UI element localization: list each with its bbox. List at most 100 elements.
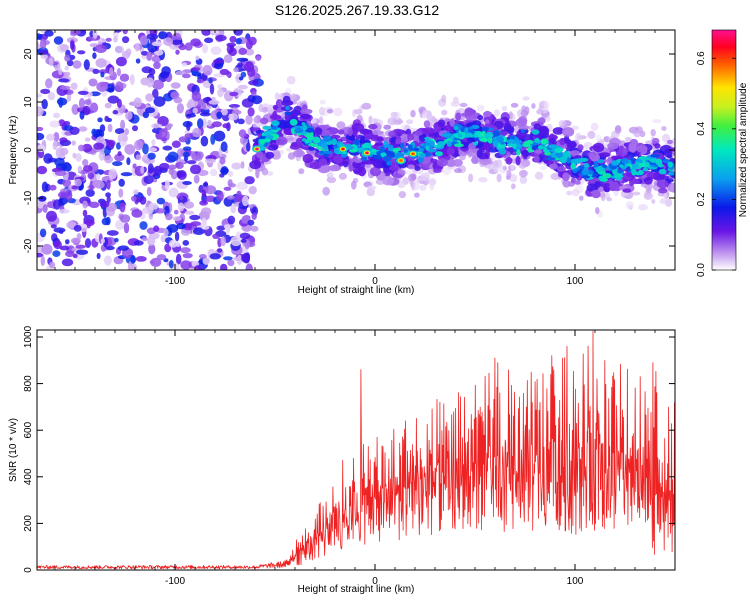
spectrogram-noise-cell [148, 243, 156, 255]
spectrogram-band-cell [534, 149, 543, 154]
spectrogram-band-cell [371, 130, 384, 135]
spectrogram-noise-cell [84, 238, 92, 249]
spectrogram-noise-cell [129, 74, 135, 86]
spectrogram-halo-cell [493, 109, 500, 117]
spectrogram-band-cell [269, 114, 282, 120]
snr-xtick-label: 100 [567, 576, 584, 587]
spectrogram-noise-cell [245, 114, 253, 125]
spectrogram-band-cell [534, 155, 540, 163]
spectrogram-noise-cell [104, 115, 109, 122]
spectrogram-band-cell [309, 162, 322, 170]
spectrogram-halo-cell [625, 201, 634, 210]
spectrogram-noise-cell [211, 121, 222, 128]
spectrogram-core-cell [417, 156, 424, 163]
spectrogram-noise-cell [112, 161, 123, 167]
spectrogram-noise-cell [41, 181, 49, 193]
spectrogram-noise-cell [198, 254, 207, 259]
spectrogram-core-cell [520, 129, 526, 134]
spectrogram-noise-cell [84, 137, 91, 142]
spectrogram-noise-cell [85, 189, 95, 197]
spectrogram-noise-cell [39, 49, 49, 55]
spectrogram-noise-cell [89, 102, 99, 113]
spectrogram-noise-cell [226, 42, 237, 47]
spectrogram-halo-cell [496, 173, 502, 183]
spectrogram-xtick-label: -100 [165, 276, 185, 287]
spectrogram-core-cell [509, 135, 516, 140]
spectrogram-noise-cell [175, 253, 182, 265]
spectrogram-halo-cell [606, 197, 613, 202]
spectrogram-noise-cell [39, 228, 47, 238]
spectrogram-noise-cell [233, 30, 243, 36]
spectrogram-band-cell [407, 164, 415, 170]
spectrogram-noise-cell [152, 79, 164, 90]
spectrogram-core-cell [453, 143, 464, 148]
spectrogram-halo-cell [298, 168, 305, 175]
spectrogram-noise-cell [162, 145, 173, 151]
spectrogram-band-cell [332, 154, 343, 164]
spectrogram-noise-cell [37, 144, 46, 153]
spectrogram-noise-cell [107, 95, 120, 104]
spectrogram-core-cell [546, 157, 556, 161]
spectrogram-noise-cell [248, 186, 257, 195]
spectrogram-core-cell [362, 142, 372, 149]
spectrogram-band-cell [414, 130, 423, 136]
spectrogram-noise-cell [148, 202, 159, 210]
spectrogram-noise-cell [220, 141, 228, 152]
spectrogram-noise-cell [95, 44, 107, 53]
spectrogram-noise-cell [37, 132, 45, 141]
spectrogram-halo-cell [519, 169, 528, 178]
spectrogram-noise-cell [209, 83, 215, 95]
spectrogram-noise-cell [184, 42, 193, 51]
spectrogram-noise-cell [42, 204, 48, 213]
spectrogram-noise-cell [201, 30, 212, 36]
spectrogram-band-cell [318, 124, 329, 130]
snr-ytick-label: 200 [23, 515, 34, 532]
snr-frame [36, 329, 676, 571]
spectrogram-halo-cell [501, 105, 508, 112]
spectrogram-noise-cell [79, 110, 85, 120]
spectrogram-noise-cell [168, 187, 179, 198]
spectrogram-band-cell [275, 136, 288, 146]
spectrogram-noise-cell [182, 181, 192, 185]
spectrogram-noise-cell [230, 204, 237, 214]
spectrogram-noise-cell [210, 46, 222, 55]
spectrogram-noise-cell [172, 262, 180, 270]
spectrogram-band-cell [505, 156, 513, 165]
spectrogram-noise-cell [176, 103, 184, 114]
spectrogram-halo-cell [318, 116, 324, 125]
spectrogram-halo-cell [354, 108, 363, 115]
spectrogram-noise-cell [115, 56, 127, 67]
spectrogram-band-cell [445, 158, 456, 167]
spectrogram-band-cell [383, 124, 392, 130]
spectrogram-noise-cell [208, 77, 213, 84]
spectrogram-core-cell [419, 152, 426, 158]
spectrogram-halo-cell [420, 172, 430, 182]
spectrogram-noise-cell [37, 165, 48, 175]
spectrogram-halo-cell [558, 120, 566, 127]
spectrogram-core-cell [658, 168, 667, 175]
spectrogram-band-cell [373, 158, 384, 164]
spectrogram-noise-cell [183, 155, 189, 162]
spectrogram-halo-cell [536, 109, 544, 115]
spectrogram-noise-cell [146, 186, 152, 197]
spectrogram-core-cell [301, 138, 307, 142]
spectrogram-noise-cell [77, 90, 89, 95]
spectrogram-core-cell [610, 160, 619, 166]
spectrogram-noise-cell [190, 221, 202, 227]
spectrogram-noise-cell [222, 123, 230, 129]
spectrogram-noise-cell [65, 250, 75, 258]
spectrogram-halo-cell [406, 119, 414, 125]
spectrogram-noise-cell [182, 73, 191, 79]
spectrogram-noise-cell [202, 43, 208, 54]
spectrogram-noise-cell [96, 173, 101, 180]
spectrogram-band-cell [388, 131, 397, 137]
spectrogram-band-cell [351, 123, 365, 132]
spectrogram-noise-cell [228, 183, 237, 188]
spectrogram-core-cell [379, 146, 386, 153]
spectrogram-noise-cell [142, 143, 149, 155]
spectrogram-noise-cell [223, 224, 231, 229]
spectrogram-noise-cell [41, 99, 48, 110]
spectrogram-noise-cell [105, 245, 115, 251]
spectrogram-band-cell [342, 160, 349, 168]
